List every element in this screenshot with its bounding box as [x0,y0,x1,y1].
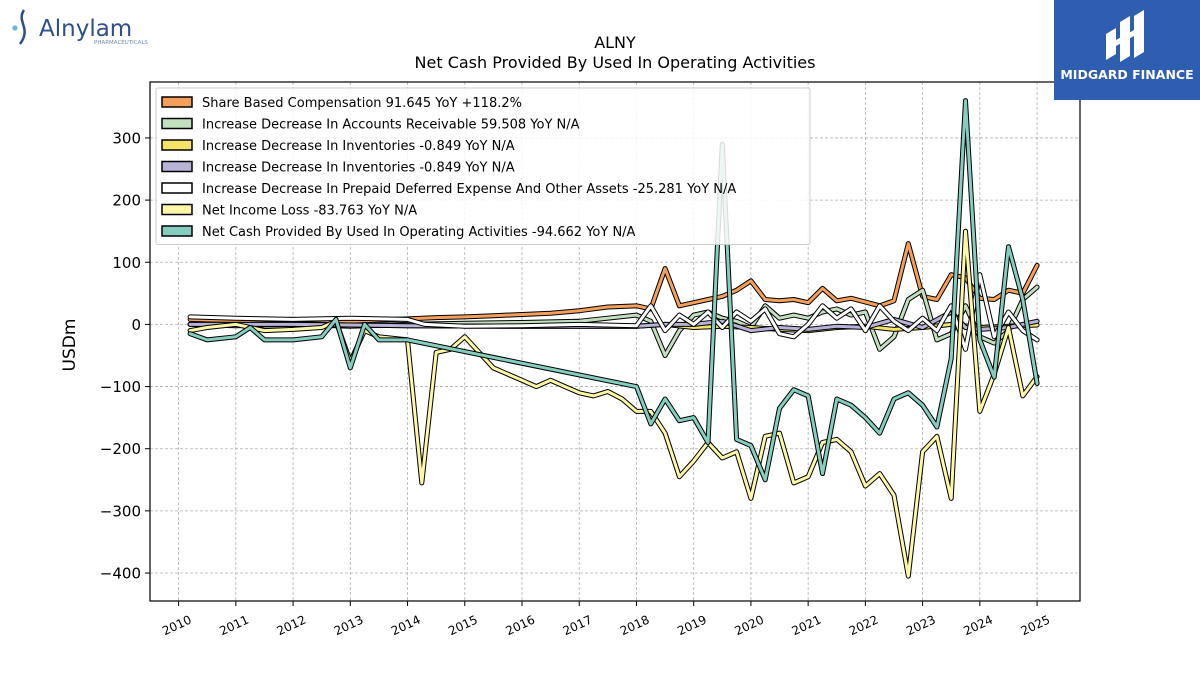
legend-label: Net Cash Provided By Used In Operating A… [202,225,636,240]
x-tick-label: 2024 [961,613,995,639]
legend-swatch [161,160,193,173]
plot-frame [149,81,1081,602]
legend-label: Increase Decrease In Inventories -0.849 … [202,161,515,176]
y-tick-label: 300 [112,129,141,147]
y-axis-label: USDm [60,319,80,372]
x-tick-label: 2020 [732,613,766,639]
legend-item: Increase Decrease In Inventories -0.849 … [161,160,515,176]
x-tick-label: 2021 [790,613,824,639]
x-tick-label: 2010 [160,613,194,639]
legend-frame [155,87,811,245]
chart-title: ALNY [594,33,636,52]
legend-item: Increase Decrease In Prepaid Deferred Ex… [161,182,736,197]
x-tick-label: 2025 [1019,613,1053,639]
company-logo-text: Alnylam [39,16,132,42]
x-tick-label: 2017 [561,613,595,639]
legend-item: Increase Decrease In Inventories -0.849 … [161,139,515,154]
legend-item: Net Cash Provided By Used In Operating A… [161,225,636,240]
x-tick-label: 2015 [446,613,480,639]
publisher-logo-text: MIDGARD FINANCE [1060,67,1194,82]
legend: Share Based Compensation 91.645 YoY +118… [155,87,811,245]
company-logo-subtext: PHARMACEUTICALS [94,40,148,46]
x-tick-label: 2022 [847,613,881,639]
y-tick-label: 100 [112,254,141,272]
y-tick-label: −100 [100,378,141,396]
x-tick-label: 2013 [332,613,366,639]
company-logo: Alnylam PHARMACEUTICALS [12,9,148,46]
legend-label: Increase Decrease In Accounts Receivable… [202,118,580,133]
legend-label: Net Income Loss -83.763 YoY N/A [202,204,417,219]
legend-swatch [161,203,193,216]
series-layer [187,98,1040,579]
x-tick-label: 2019 [675,613,709,639]
legend-label: Increase Decrease In Prepaid Deferred Ex… [202,182,736,197]
helix-dot-icon [12,25,18,31]
legend-swatch [161,182,193,194]
x-tick-label: 2012 [275,613,309,639]
y-tick-label: −300 [100,502,141,520]
x-tick-label: 2016 [504,613,538,639]
y-tick-label: 200 [112,192,141,210]
chart-subtitle: Net Cash Provided By Used In Operating A… [415,53,816,72]
series-line-7 [187,98,1040,483]
x-tick-label: 2023 [904,613,938,639]
publisher-monogram-icon [1106,10,1144,62]
publisher-logo: MIDGARD FINANCE [1054,0,1200,100]
legend-label: Increase Decrease In Inventories -0.849 … [202,139,515,154]
y-tick-label: −200 [100,440,141,458]
y-tick-label: 0 [131,316,141,334]
helix-icon [18,9,26,45]
x-tick-label: 2011 [217,613,251,639]
legend-item: Share Based Compensation 91.645 YoY +118… [161,96,522,111]
series-line-6 [187,228,1040,579]
legend-label: Share Based Compensation 91.645 YoY +118… [202,96,522,111]
x-tick-label: 2014 [389,613,423,639]
legend-item: Increase Decrease In Accounts Receivable… [161,117,580,133]
legend-item: Net Income Loss -83.763 YoY N/A [161,203,417,219]
legend-swatch [161,225,193,237]
legend-swatch [161,117,193,130]
legend-swatch [161,139,193,151]
series-line-1 [187,241,1040,324]
y-tick-label: −400 [100,565,141,583]
series-line-5 [187,272,1040,352]
legend-swatch [161,96,193,108]
x-tick-label: 2018 [618,613,652,639]
